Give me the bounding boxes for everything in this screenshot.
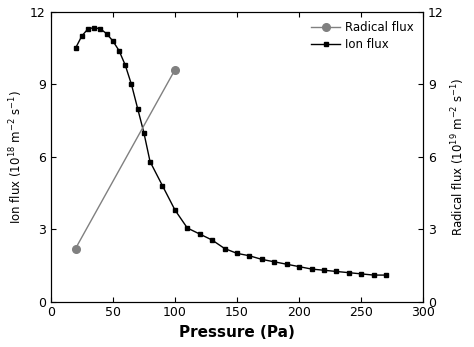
Ion flux: [296, 264, 302, 269]
Legend: Radical flux, Ion flux: Radical flux, Ion flux: [307, 18, 418, 54]
Ion flux: [122, 63, 128, 67]
Ion flux: [358, 272, 364, 276]
Ion flux: [110, 39, 116, 43]
X-axis label: Pressure (Pa): Pressure (Pa): [179, 325, 295, 340]
Ion flux: [210, 238, 215, 242]
Line: Ion flux: Ion flux: [73, 25, 389, 278]
Ion flux: [383, 273, 389, 277]
Ion flux: [128, 82, 134, 86]
Ion flux: [184, 226, 190, 230]
Ion flux: [234, 251, 240, 255]
Ion flux: [73, 46, 78, 50]
Ion flux: [259, 257, 264, 262]
Ion flux: [371, 273, 376, 277]
Ion flux: [172, 208, 178, 212]
Ion flux: [147, 160, 153, 164]
Ion flux: [272, 260, 277, 264]
Ion flux: [346, 271, 352, 275]
Ion flux: [141, 130, 146, 135]
Ion flux: [85, 27, 91, 31]
Ion flux: [135, 107, 140, 111]
Ion flux: [197, 232, 202, 236]
Radical flux: [73, 246, 78, 251]
Ion flux: [309, 267, 314, 271]
Ion flux: [284, 262, 290, 266]
Ion flux: [222, 246, 228, 251]
Y-axis label: Ion flux (10$^{18}$ m$^{-2}$ s$^{-1}$): Ion flux (10$^{18}$ m$^{-2}$ s$^{-1}$): [7, 90, 25, 223]
Ion flux: [116, 49, 122, 53]
Line: Radical flux: Radical flux: [72, 66, 179, 252]
Radical flux: [172, 68, 178, 72]
Ion flux: [160, 184, 165, 188]
Ion flux: [334, 269, 339, 273]
Ion flux: [104, 32, 109, 36]
Ion flux: [321, 268, 327, 272]
Ion flux: [98, 27, 103, 31]
Ion flux: [91, 26, 97, 30]
Ion flux: [79, 34, 84, 38]
Y-axis label: Radical flux (10$^{19}$ m$^{-2}$ s$^{-1}$): Radical flux (10$^{19}$ m$^{-2}$ s$^{-1}…: [449, 77, 467, 236]
Ion flux: [246, 254, 252, 258]
